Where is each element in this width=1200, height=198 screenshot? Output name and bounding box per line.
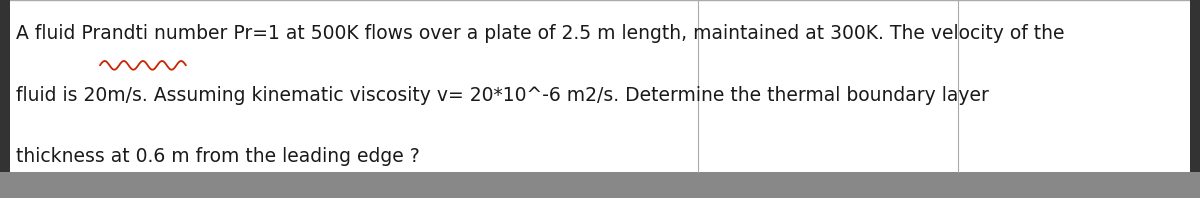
Text: A fluid Prandti number Pr=1 at 500K flows over a plate of 2.5 m length, maintain: A fluid Prandti number Pr=1 at 500K flow… bbox=[16, 24, 1064, 43]
Bar bbox=[0, 172, 1200, 198]
Text: fluid is 20m/s. Assuming kinematic viscosity v= 20*10^-6 m2/s. Determine the the: fluid is 20m/s. Assuming kinematic visco… bbox=[16, 86, 989, 105]
Bar bbox=[1190, 0, 1200, 198]
Bar bbox=[0, 0, 10, 198]
Text: thickness at 0.6 m from the leading edge ?: thickness at 0.6 m from the leading edge… bbox=[16, 147, 419, 166]
